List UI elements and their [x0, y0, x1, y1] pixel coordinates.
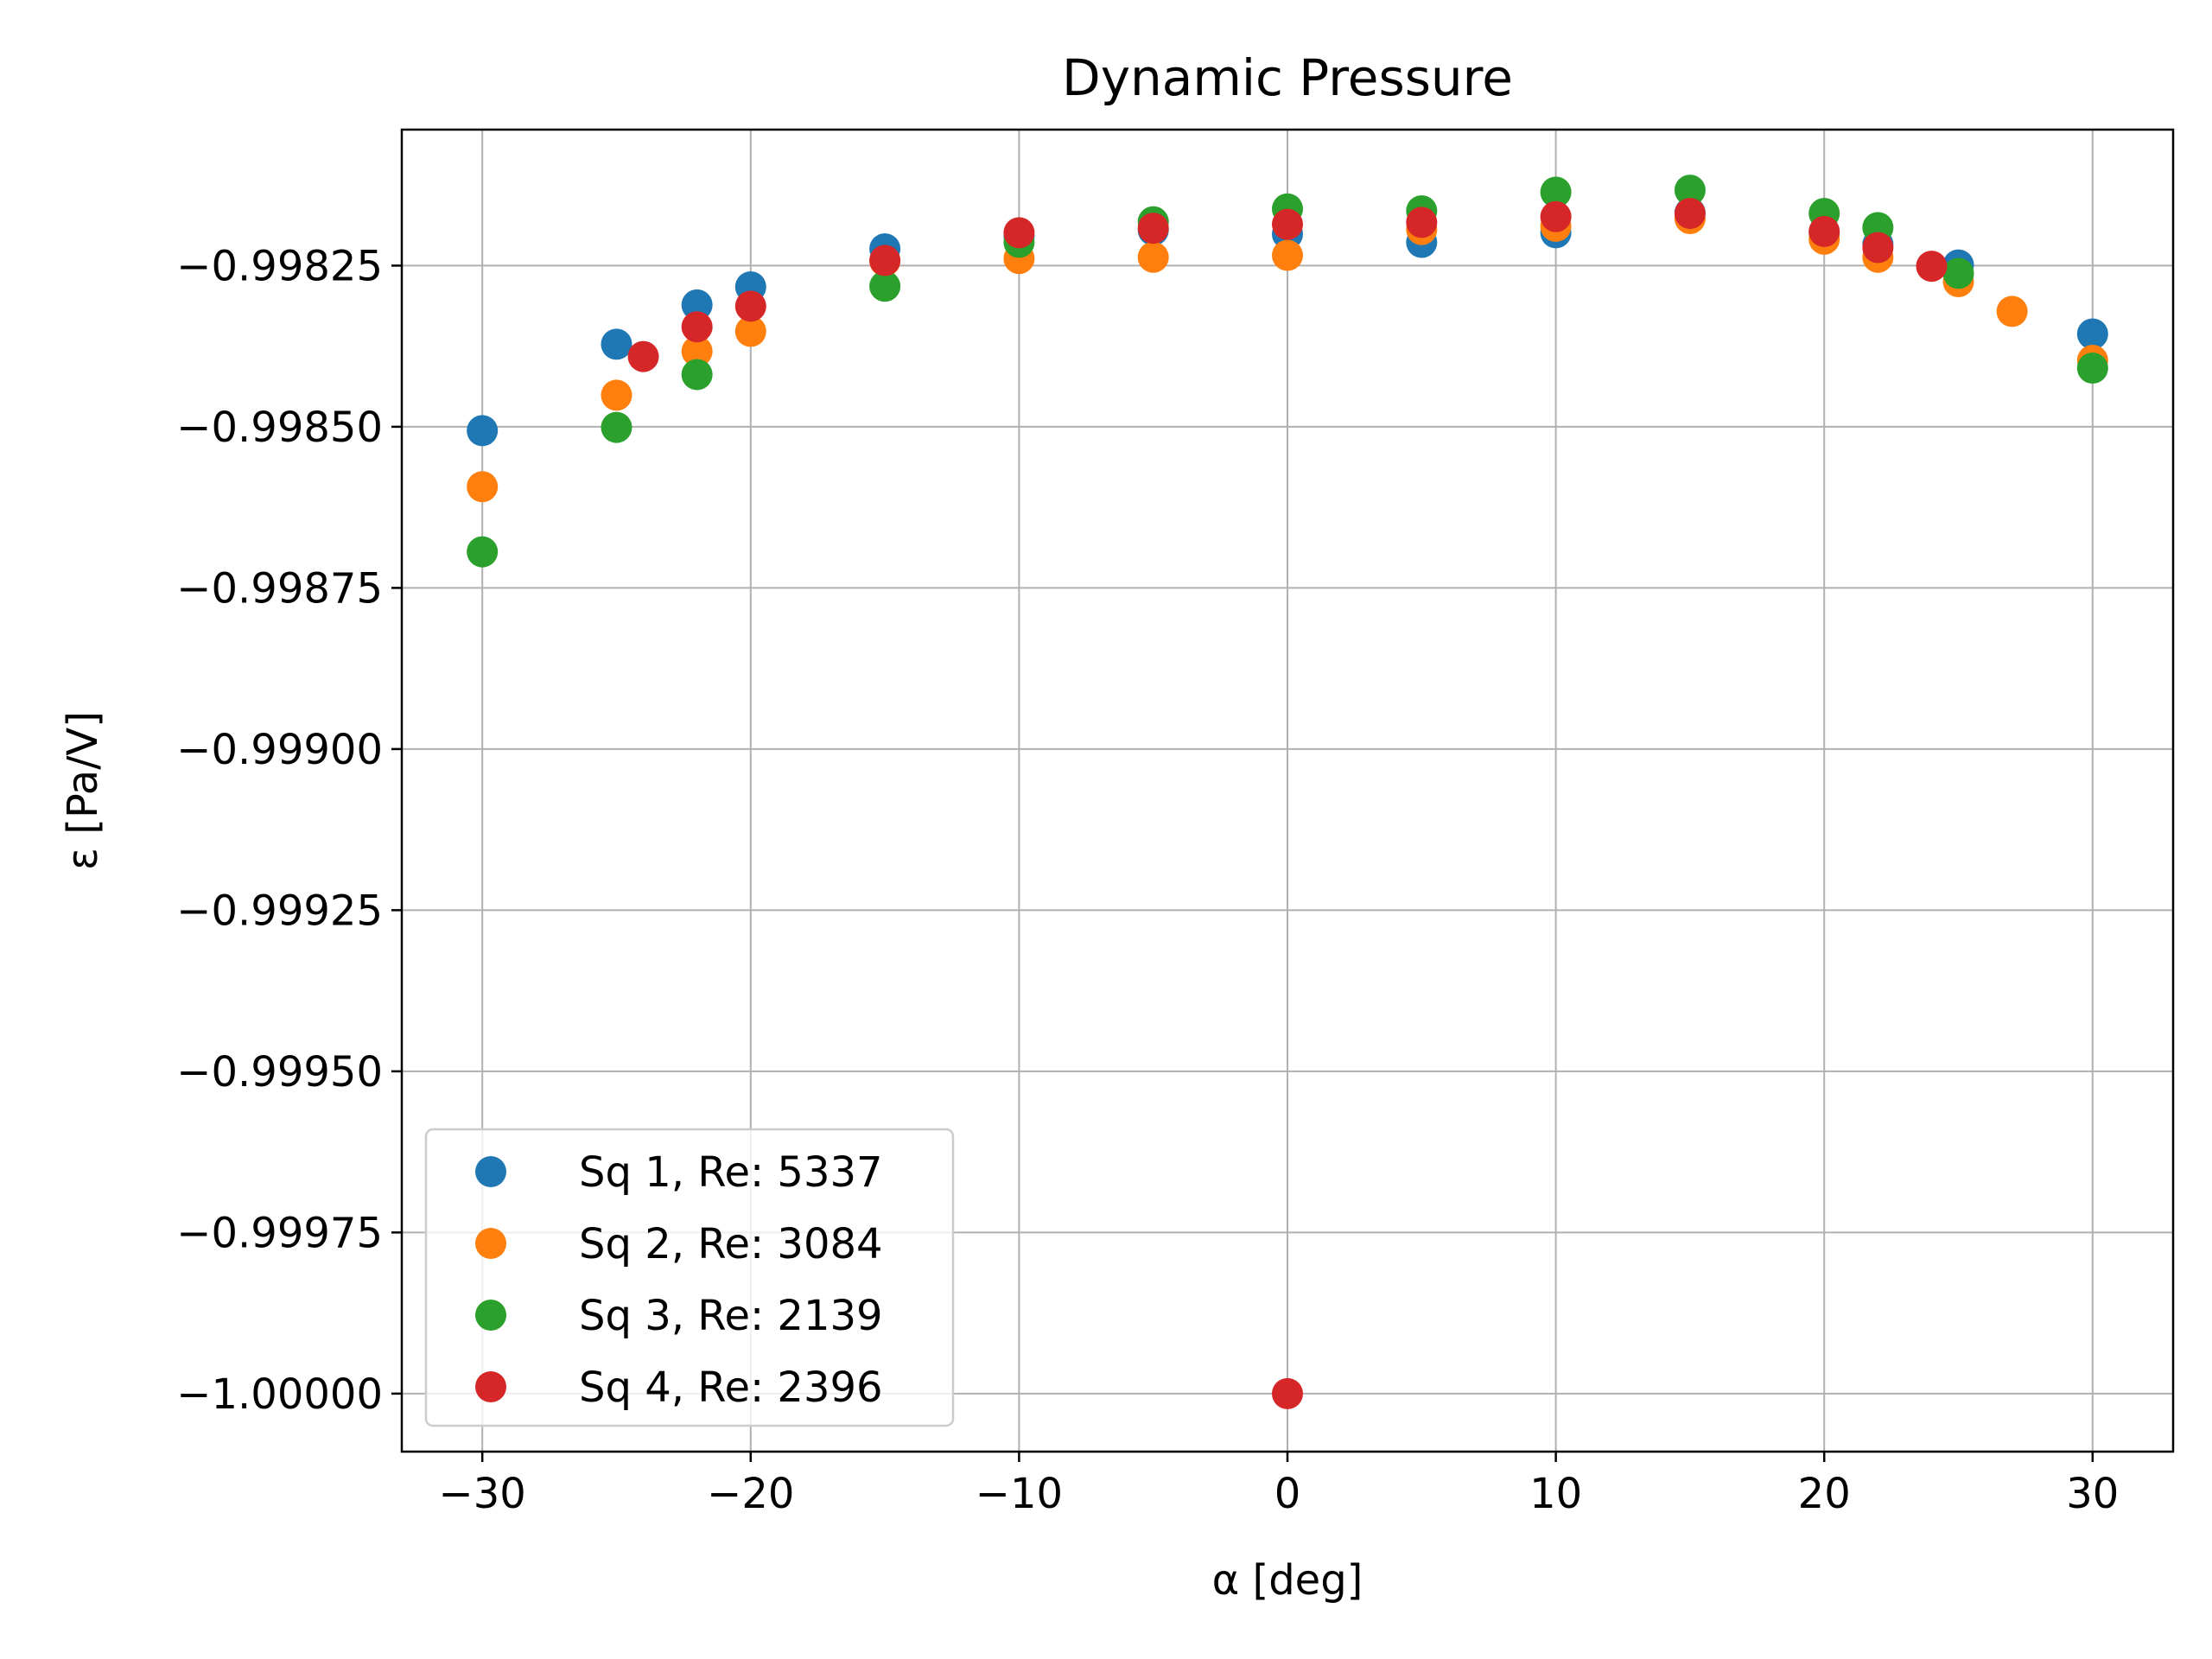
data-point: [1674, 197, 1706, 229]
y-tick-label: −0.99950: [176, 1048, 383, 1096]
data-point: [2076, 318, 2108, 350]
x-axis-ticks: −30 −20 −10 0 10 20 30: [439, 1452, 2119, 1518]
legend-marker: [475, 1228, 506, 1259]
legend-label: Sq 2, Re: 3084: [579, 1220, 883, 1268]
y-tick-label: −0.99925: [176, 887, 383, 935]
data-point: [681, 311, 713, 343]
x-tick-label: 30: [2066, 1470, 2119, 1518]
legend-marker: [475, 1300, 506, 1331]
x-axis-label: α [deg]: [1212, 1556, 1363, 1605]
data-point: [1137, 213, 1169, 245]
x-tick-label: −10: [976, 1470, 1063, 1518]
data-point: [467, 471, 499, 503]
x-tick-label: −20: [707, 1470, 794, 1518]
y-tick-label: −0.99875: [176, 564, 383, 613]
data-point: [1272, 239, 1303, 271]
data-points: [467, 175, 2108, 1409]
x-tick-label: 10: [1529, 1470, 1582, 1518]
legend-box: [424, 1128, 955, 1427]
legend-label: Sq 4, Re: 2396: [579, 1363, 883, 1412]
y-tick-label: −0.99900: [176, 726, 383, 774]
legend-marker: [475, 1156, 506, 1187]
data-point: [2076, 353, 2108, 385]
data-point: [467, 415, 499, 447]
data-point: [1003, 217, 1035, 249]
series-4: [627, 197, 1948, 1409]
data-point: [681, 289, 713, 321]
y-tick-label: −0.99975: [176, 1209, 383, 1257]
data-point: [734, 290, 766, 322]
x-tick-label: −30: [439, 1470, 526, 1518]
data-point: [601, 379, 632, 411]
data-point: [734, 315, 766, 347]
data-point: [1996, 296, 2028, 327]
y-axis-label: ε [Pa/V]: [59, 711, 107, 870]
data-point: [1406, 207, 1438, 238]
y-tick-label: −0.99850: [176, 404, 383, 452]
data-point: [1674, 175, 1706, 207]
data-point: [681, 359, 713, 391]
chart-title: Dynamic Pressure: [1062, 48, 1513, 107]
data-point: [1137, 241, 1169, 273]
data-point: [1808, 215, 1840, 247]
data-point: [1916, 251, 1948, 283]
data-point: [869, 245, 901, 276]
y-axis-ticks: −0.99825 −0.99850 −0.99875 −0.99900 −0.99925…: [176, 242, 402, 1419]
data-point: [627, 340, 659, 372]
data-point: [1540, 176, 1572, 208]
data-point: [1272, 1377, 1303, 1409]
data-point: [601, 328, 632, 360]
y-tick-label: −0.99825: [176, 242, 383, 290]
legend-label: Sq 3, Re: 2139: [579, 1292, 883, 1340]
x-tick-label: 0: [1274, 1470, 1301, 1518]
data-point: [1540, 200, 1572, 232]
y-tick-label: −1.00000: [176, 1370, 383, 1419]
data-point: [467, 536, 499, 568]
data-point: [1942, 257, 1974, 289]
x-tick-label: 20: [1798, 1470, 1851, 1518]
legend-label: Sq 1, Re: 5337: [579, 1148, 883, 1197]
data-point: [1272, 208, 1303, 240]
data-point: [1862, 232, 1894, 264]
data-point: [601, 411, 632, 443]
data-point: [681, 335, 713, 367]
data-point: [869, 270, 901, 302]
legend: Sq 1, Re: 5337 Sq 2, Re: 3084 Sq 3, Re: 21…: [424, 1128, 955, 1427]
legend-marker: [475, 1371, 506, 1402]
